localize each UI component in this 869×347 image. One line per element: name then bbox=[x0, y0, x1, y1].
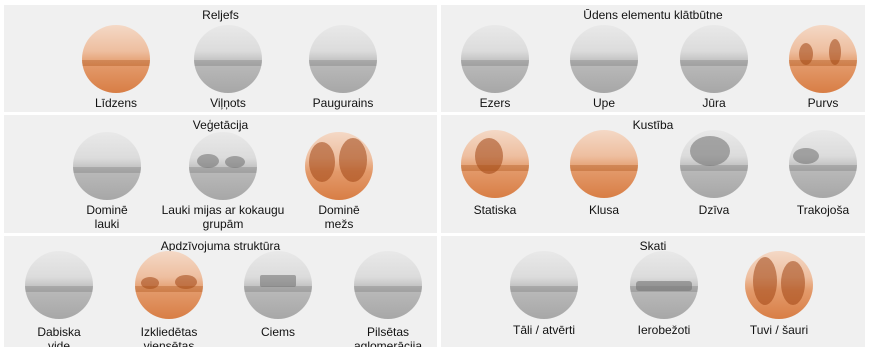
photo-thumbnail bbox=[680, 130, 748, 198]
panel-skati: Skati Tāli / atvērti Ierobežoti Tuvi / š… bbox=[441, 236, 865, 347]
category-item: Paugurains bbox=[283, 25, 403, 110]
category-item: Lauki mijas ar kokaugu grupām bbox=[158, 132, 288, 231]
category-item: Līdzens bbox=[56, 25, 176, 110]
item-label: Ciems bbox=[260, 325, 295, 339]
item-label: Lauki mijas ar kokaugu grupām bbox=[161, 203, 285, 231]
category-item: Dzīva bbox=[654, 130, 774, 217]
category-item: Statiska bbox=[441, 130, 555, 217]
photo-thumbnail bbox=[305, 132, 373, 200]
item-label: Statiska bbox=[473, 203, 517, 217]
photo-thumbnail bbox=[789, 25, 857, 93]
item-label: Dabiska vide bbox=[37, 325, 81, 347]
photo-thumbnail bbox=[82, 25, 150, 93]
panel-title: Skati bbox=[639, 239, 667, 253]
panel-title: Reljefs bbox=[202, 8, 239, 22]
category-item: Klusa bbox=[544, 130, 664, 217]
item-label: Viļņots bbox=[210, 96, 246, 110]
category-item: Tuvi / šauri bbox=[719, 251, 839, 337]
item-label: Purvs bbox=[807, 96, 839, 110]
photo-thumbnail bbox=[244, 251, 312, 319]
item-label: Tāli / atvērti bbox=[512, 323, 575, 337]
item-label: Paugurains bbox=[312, 96, 374, 110]
item-label: Trakojoša bbox=[796, 203, 850, 217]
photo-thumbnail bbox=[189, 132, 257, 200]
category-item: Ezers bbox=[441, 25, 555, 110]
photo-thumbnail bbox=[680, 25, 748, 93]
photo-thumbnail bbox=[73, 132, 141, 200]
photo-thumbnail bbox=[309, 25, 377, 93]
panel-vegetacija: Veģetācija Dominē lauki Lauki mijas ar k… bbox=[4, 115, 437, 233]
item-label: Ezers bbox=[479, 96, 511, 110]
item-label: Klusa bbox=[588, 203, 620, 217]
item-label: Jūra bbox=[702, 96, 726, 110]
category-item: Ciems bbox=[218, 251, 338, 339]
category-item: Trakojoša bbox=[763, 130, 865, 217]
item-label: Dominē lauki bbox=[86, 203, 128, 231]
photo-thumbnail bbox=[461, 130, 529, 198]
photo-thumbnail bbox=[25, 251, 93, 319]
category-item: Jūra bbox=[654, 25, 774, 110]
photo-thumbnail bbox=[510, 251, 578, 319]
item-label: Dominē mežs bbox=[318, 203, 360, 231]
panel-title: Apdzīvojuma struktūra bbox=[160, 239, 281, 253]
photo-thumbnail bbox=[461, 25, 529, 93]
panel-title: Kustība bbox=[632, 118, 674, 132]
category-item: Pilsētas aglomerācija bbox=[328, 251, 437, 347]
photo-thumbnail bbox=[570, 25, 638, 93]
photo-thumbnail bbox=[745, 251, 813, 319]
category-item: Tāli / atvērti bbox=[484, 251, 604, 337]
category-item: Dominē mežs bbox=[279, 132, 399, 231]
photo-thumbnail bbox=[354, 251, 422, 319]
category-item: Dominē lauki bbox=[47, 132, 167, 231]
item-label: Tuvi / šauri bbox=[749, 323, 809, 337]
item-label: Upe bbox=[592, 96, 615, 110]
panel-kustiba: Kustība Statiska Klusa Dzīva Trakojoša bbox=[441, 115, 865, 233]
photo-thumbnail bbox=[135, 251, 203, 319]
item-label: Izkliedētas viensētas bbox=[140, 325, 198, 347]
panel-udens: Ūdens elementu klātbūtne Ezers Upe Jūra … bbox=[441, 5, 865, 112]
item-label: Ierobežoti bbox=[637, 323, 691, 337]
category-item: Purvs bbox=[763, 25, 865, 110]
photo-thumbnail bbox=[630, 251, 698, 319]
category-item: Dabiska vide bbox=[4, 251, 119, 347]
category-item: Izkliedētas viensētas bbox=[109, 251, 229, 347]
item-label: Dzīva bbox=[698, 203, 730, 217]
category-item: Viļņots bbox=[168, 25, 288, 110]
panel-title: Veģetācija bbox=[192, 118, 249, 132]
photo-thumbnail bbox=[194, 25, 262, 93]
category-item: Upe bbox=[544, 25, 664, 110]
category-item: Ierobežoti bbox=[604, 251, 724, 337]
photo-thumbnail bbox=[570, 130, 638, 198]
panel-apdzivojums: Apdzīvojuma struktūra Dabiska vide Izkli… bbox=[4, 236, 437, 347]
photo-thumbnail bbox=[789, 130, 857, 198]
panel-title: Ūdens elementu klātbūtne bbox=[583, 8, 723, 22]
item-label: Pilsētas aglomerācija bbox=[353, 325, 423, 347]
item-label: Līdzens bbox=[94, 96, 138, 110]
panel-reljefs: Reljefs Līdzens Viļņots Paugurains bbox=[4, 5, 437, 112]
